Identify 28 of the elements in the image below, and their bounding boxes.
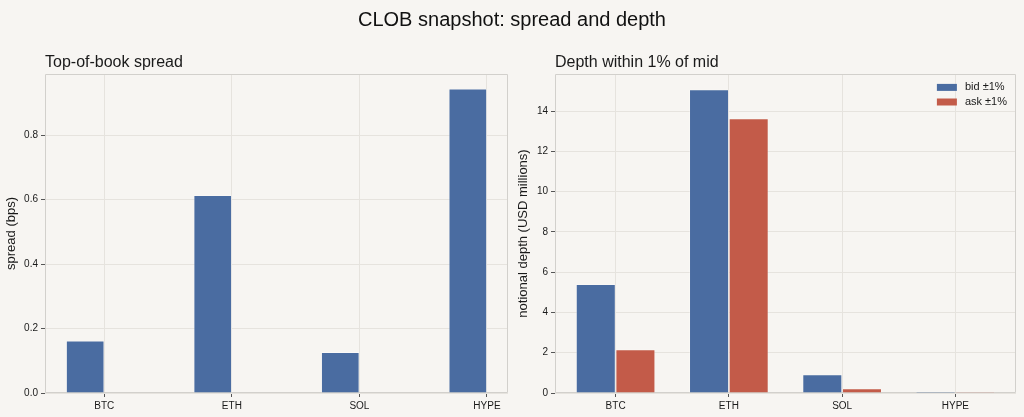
x-tick-label: BTC (605, 399, 626, 411)
y-tick-label: 0.6 (24, 193, 39, 205)
y-axis-title: notional depth (USD millions) (515, 149, 531, 318)
chart-subtitle: Top-of-book spread (45, 53, 183, 70)
x-tick-label: SOL (349, 399, 370, 411)
y-tick-label: 10 (536, 185, 549, 197)
y-tick-label: 0 (542, 386, 549, 398)
y-tick-label: 0.0 (24, 386, 39, 398)
y-tick-label: 0.2 (24, 322, 39, 334)
y-tick-label: 8 (542, 225, 549, 237)
x-tick-label: ETH (718, 399, 739, 411)
x-tick-label: BTC (94, 399, 115, 411)
legend-label: bid ±1% (964, 80, 1005, 93)
x-tick-label: ETH (221, 399, 242, 411)
y-tick-label: 4 (542, 306, 549, 318)
y-tick-label: 0.4 (24, 257, 39, 269)
y-tick-label: 2 (542, 346, 549, 358)
x-tick-label: HYPE (473, 399, 501, 411)
x-tick-label: SOL (832, 399, 853, 411)
legend-label: ask ±1% (964, 95, 1008, 108)
chart-title: CLOB snapshot: spread and depth (357, 7, 667, 31)
chart-subtitle: Depth within 1% of mid (555, 53, 719, 70)
y-tick-label: 0.8 (24, 128, 39, 140)
y-tick-label: 6 (542, 265, 549, 277)
y-axis-title: spread (bps) (3, 197, 19, 270)
y-tick-label: 14 (536, 104, 549, 116)
x-tick-label: HYPE (941, 399, 970, 411)
y-tick-label: 12 (536, 145, 549, 157)
